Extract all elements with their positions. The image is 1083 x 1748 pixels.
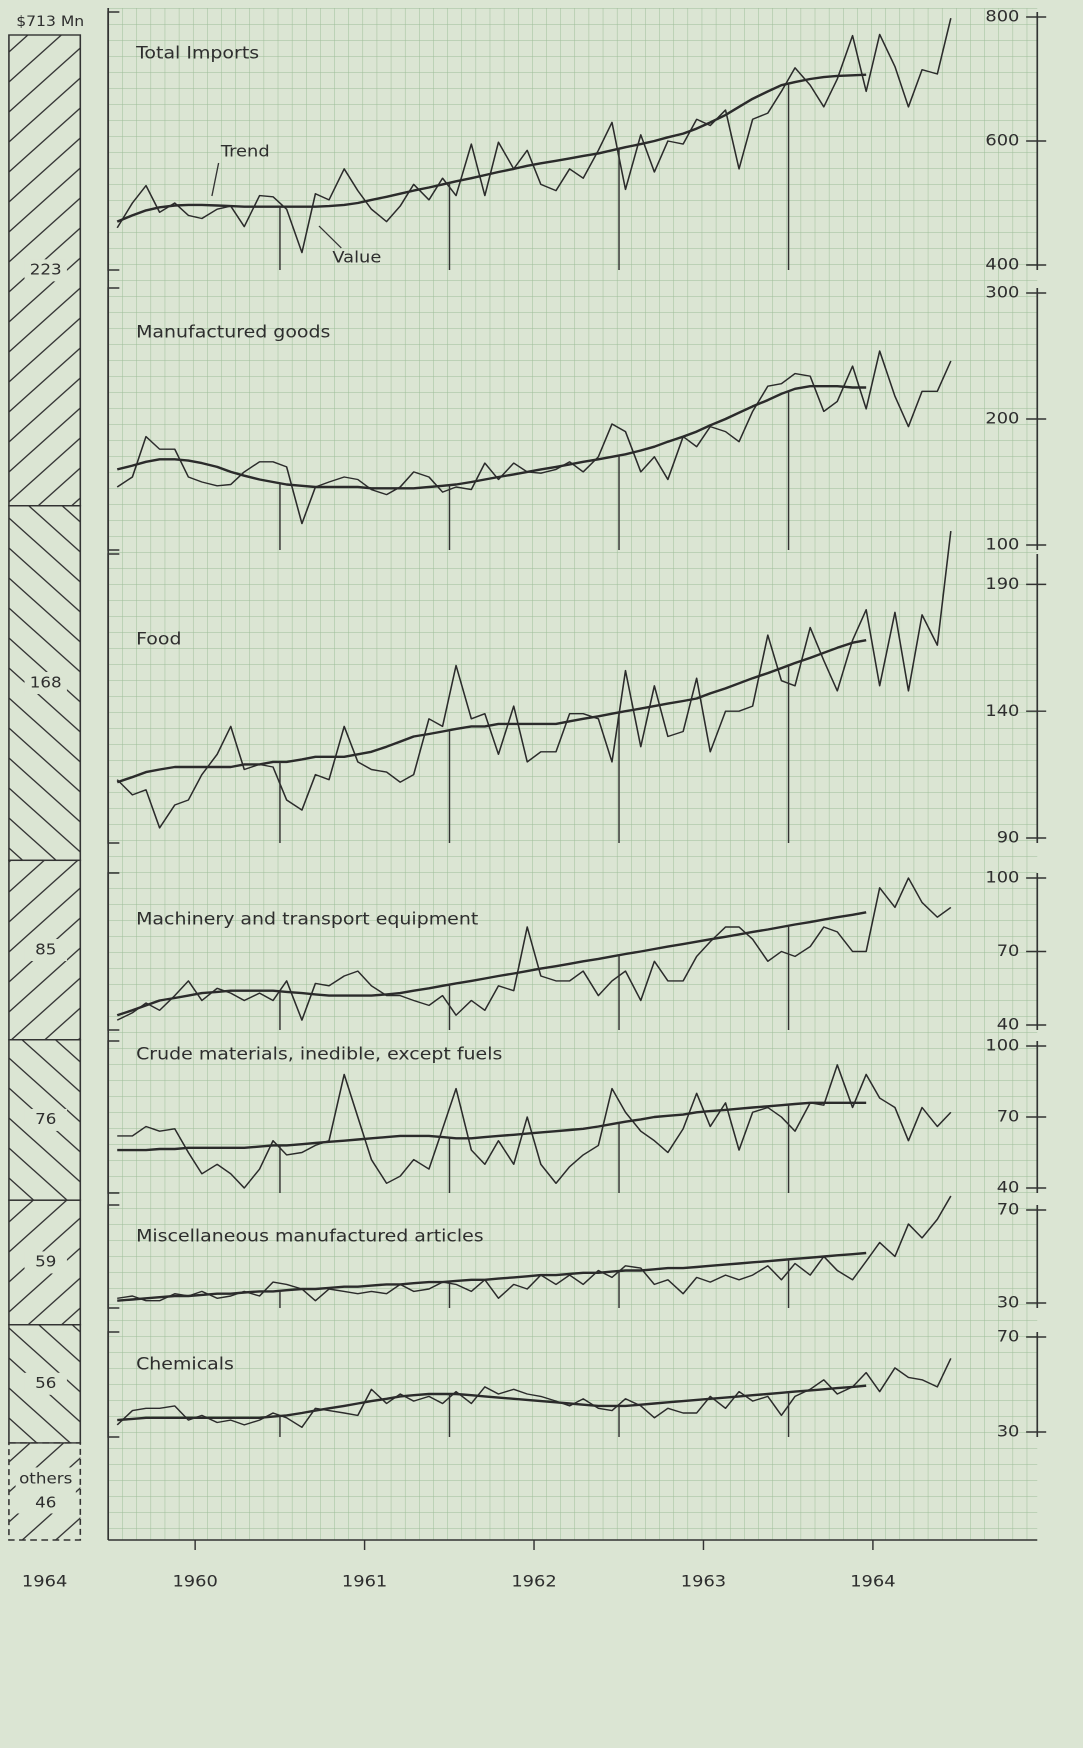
leader-line — [318, 225, 342, 249]
label-bg — [24, 672, 67, 695]
series-label: Trend — [220, 142, 270, 161]
x-tick-label: 1960 — [172, 1572, 217, 1591]
y-tick-label: 800 — [985, 7, 1019, 26]
panel-bracket — [107, 553, 120, 844]
panel-bracket — [107, 11, 120, 271]
value-line — [116, 1358, 952, 1428]
panel-title: Total Imports — [135, 44, 259, 64]
y-tick-label: 200 — [985, 409, 1019, 428]
label-bg — [24, 259, 67, 282]
panel-title: Crude materials, inedible, except fuels — [136, 1045, 502, 1065]
trend-line — [117, 1384, 867, 1422]
panel-title: Chemicals — [136, 1355, 234, 1375]
segment-value: 46 — [35, 1494, 56, 1512]
y-tick-label: 30 — [997, 1422, 1020, 1441]
label-bg — [15, 1467, 76, 1514]
trend-line — [117, 1251, 867, 1302]
y-tick-label: 190 — [985, 574, 1019, 593]
segment-name: others — [19, 1470, 72, 1488]
y-tick-label: 70 — [997, 1107, 1020, 1126]
y-tick-label: 70 — [997, 1200, 1020, 1219]
y-tick-label: 100 — [985, 1036, 1019, 1055]
segment-value: 76 — [35, 1110, 56, 1128]
panel-bracket — [107, 1331, 120, 1438]
x-tick-label: 1962 — [511, 1572, 556, 1591]
y-tick-label: 140 — [985, 701, 1019, 720]
value-line — [116, 877, 952, 1021]
y-tick-label: 600 — [985, 131, 1019, 150]
panel-bracket — [107, 1040, 120, 1194]
value-line — [116, 18, 952, 254]
y-tick-label: 90 — [997, 828, 1020, 847]
series-label: Value — [332, 248, 381, 267]
y-tick-label: 40 — [997, 1178, 1020, 1197]
label-bg — [24, 1251, 67, 1274]
panel-title: Miscellaneous manufactured articles — [136, 1227, 484, 1247]
label-bg — [24, 939, 67, 962]
y-tick-label: 100 — [985, 868, 1019, 887]
leader-line — [211, 162, 220, 197]
x-tick-label: 1964 — [850, 1572, 895, 1591]
panel-title: Food — [136, 630, 181, 650]
segment-value: 59 — [35, 1253, 56, 1271]
bar-segment — [8, 1323, 82, 1444]
y-tick-label: 400 — [985, 255, 1019, 274]
y-tick-label: 70 — [997, 941, 1020, 960]
trend-line — [116, 639, 867, 784]
segment-value: 56 — [35, 1374, 56, 1392]
label-bg — [24, 1372, 67, 1395]
segment-value: 223 — [30, 260, 62, 278]
bar-category: 1964 — [22, 1572, 67, 1591]
y-tick-label: 300 — [985, 283, 1019, 302]
x-tick-label: 1961 — [342, 1572, 387, 1591]
panel-bracket — [107, 1204, 120, 1309]
y-tick-label: 30 — [997, 1293, 1020, 1312]
segment-value: 85 — [35, 940, 56, 958]
segment-value: 168 — [30, 673, 62, 691]
trend-line — [116, 73, 867, 223]
value-line — [117, 1195, 952, 1302]
trend-line — [116, 385, 867, 490]
panel-title: Manufactured goods — [136, 323, 330, 343]
x-tick-label: 1963 — [681, 1572, 726, 1591]
label-bg — [24, 1108, 67, 1131]
graph-paper — [108, 8, 1038, 1540]
panel-bracket — [107, 287, 120, 551]
value-line — [116, 350, 952, 525]
total-label: $713 Mn — [16, 14, 84, 30]
panel-bracket — [107, 872, 120, 1031]
panel-title: Machinery and transport equipment — [136, 910, 478, 930]
trend-line — [117, 1101, 867, 1152]
y-tick-label: 100 — [985, 535, 1019, 554]
trend-line — [116, 911, 867, 1017]
y-tick-label: 70 — [997, 1327, 1020, 1346]
y-tick-label: 40 — [997, 1015, 1020, 1034]
